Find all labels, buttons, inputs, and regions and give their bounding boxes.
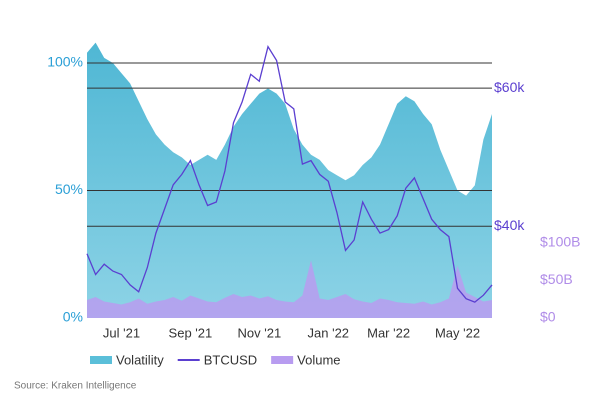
x-tick-label: May '22	[435, 325, 480, 340]
line-1	[86, 45, 493, 303]
tick-label: 0%	[63, 309, 83, 325]
legend-label: BTCUSD	[204, 352, 257, 367]
tick-label: 50%	[55, 181, 83, 197]
source: Source: Kraken Intelligence	[14, 381, 137, 392]
x-tick-label: Nov '21	[238, 325, 282, 340]
tick-label: 100%	[47, 54, 83, 70]
x-tick-label: Mar '22	[367, 325, 410, 340]
legend-label: Volatility	[116, 352, 164, 367]
area-0	[87, 42, 492, 318]
area-2	[87, 260, 492, 318]
tick-label: $50B	[540, 271, 573, 287]
x-tick-label: Jul '21	[103, 325, 140, 340]
tick-label: $40k	[494, 217, 525, 233]
legend-label: Volume	[297, 352, 340, 367]
tick-label: $0	[540, 309, 556, 325]
x-tick-label: Jan '22	[308, 325, 350, 340]
legend-swatch	[271, 356, 294, 364]
legend-swatch	[90, 356, 112, 364]
tick-label: $100B	[540, 234, 580, 250]
x-tick-label: Sep '21	[169, 325, 213, 340]
tick-label: $60k	[494, 79, 525, 95]
